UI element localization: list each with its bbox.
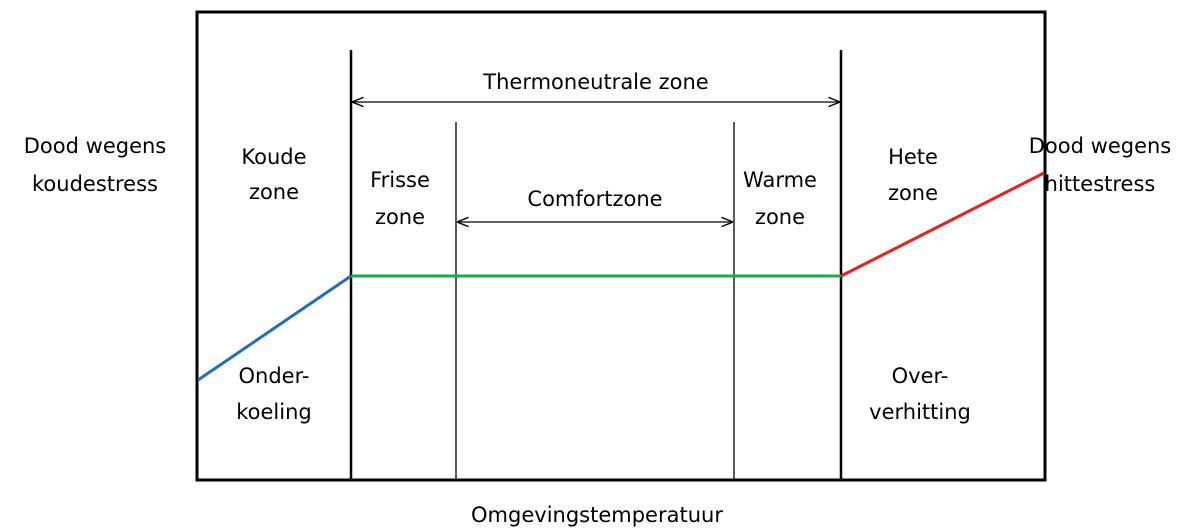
label: Comfortzone [527, 187, 662, 211]
axis-label: Omgevingstemperatuur [471, 503, 723, 527]
label: Dood wegens [24, 134, 166, 158]
label: hittestress [1045, 172, 1156, 196]
label: Thermoneutrale zone [482, 70, 708, 94]
label: Over- [892, 364, 949, 388]
label: Koude [241, 145, 306, 169]
label: Hete [888, 145, 938, 169]
label: zone [888, 181, 938, 205]
label: Onder- [239, 364, 310, 388]
label: Warme [743, 168, 817, 192]
label: zone [755, 205, 805, 229]
label: koudestress [32, 172, 158, 196]
label: zone [375, 205, 425, 229]
label: koeling [236, 400, 312, 424]
label: zone [249, 180, 299, 204]
label: verhitting [869, 400, 971, 424]
label: Frisse [370, 168, 430, 192]
cold-line [197, 274, 352, 382]
label: Dood wegens [1029, 134, 1171, 158]
frame [195, 10, 1047, 482]
heat-line [840, 171, 1045, 278]
